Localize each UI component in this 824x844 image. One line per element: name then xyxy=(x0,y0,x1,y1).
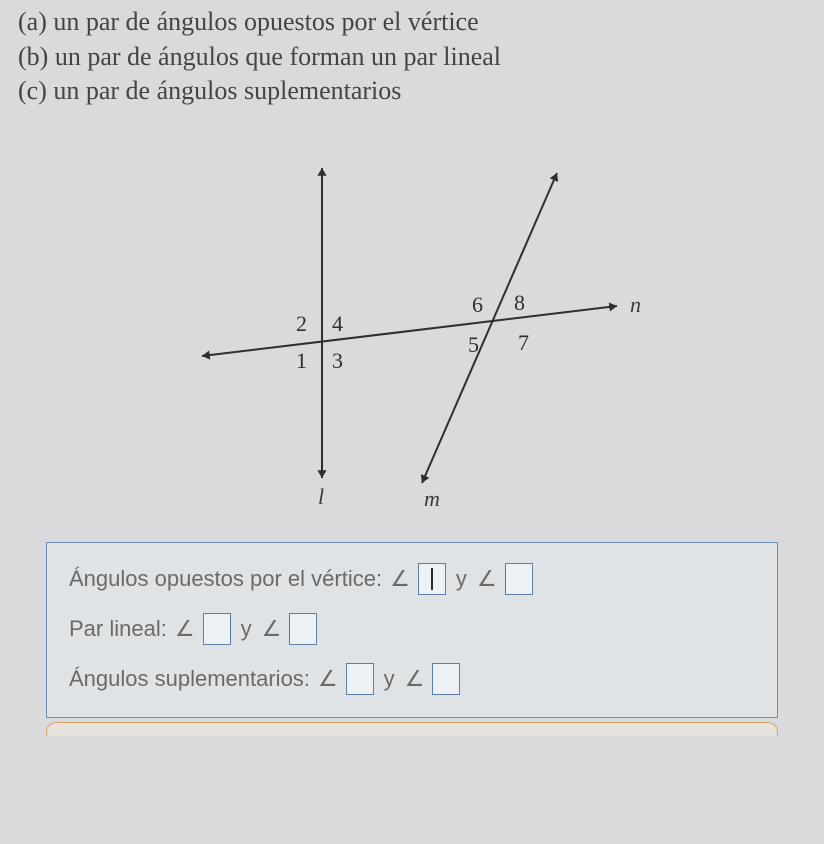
vertical-angle-2-input[interactable] xyxy=(505,563,533,595)
angle-symbol-icon: ∠ xyxy=(175,616,195,642)
answer-supp-label: Ángulos suplementarios: xyxy=(69,666,310,692)
svg-text:3: 3 xyxy=(332,348,343,373)
angle-symbol-icon: ∠ xyxy=(390,566,410,592)
question-b: (b) un par de ángulos que forman un par … xyxy=(18,41,806,74)
answer-linear-label: Par lineal: xyxy=(69,616,167,642)
separator-y: y xyxy=(239,616,254,642)
svg-text:8: 8 xyxy=(514,290,525,315)
angle-symbol-icon: ∠ xyxy=(477,566,497,592)
angle-symbol-icon: ∠ xyxy=(405,666,425,692)
supp-angle-1-input[interactable] xyxy=(346,663,374,695)
question-list: (a) un par de ángulos opuestos por el vé… xyxy=(18,6,806,108)
supp-angle-2-input[interactable] xyxy=(432,663,460,695)
angle-symbol-icon: ∠ xyxy=(318,666,338,692)
svg-text:1: 1 xyxy=(296,348,307,373)
svg-text:n: n xyxy=(630,292,641,317)
question-c: (c) un par de ángulos suplementarios xyxy=(18,75,806,108)
svg-text:l: l xyxy=(318,484,324,509)
answer-linear-row: Par lineal: ∠ y ∠ xyxy=(69,613,755,645)
angle-diagram: 12345678nlm xyxy=(172,138,652,518)
answer-box: Ángulos opuestos por el vértice: ∠ y ∠ P… xyxy=(46,542,778,718)
linear-angle-2-input[interactable] xyxy=(289,613,317,645)
answer-vertical-label: Ángulos opuestos por el vértice: xyxy=(69,566,382,592)
svg-text:2: 2 xyxy=(296,311,307,336)
svg-text:5: 5 xyxy=(468,332,479,357)
linear-angle-1-input[interactable] xyxy=(203,613,231,645)
question-a: (a) un par de ángulos opuestos por el vé… xyxy=(18,6,806,39)
answer-supp-row: Ángulos suplementarios: ∠ y ∠ xyxy=(69,663,755,695)
separator-y: y xyxy=(382,666,397,692)
svg-text:7: 7 xyxy=(518,330,529,355)
svg-text:4: 4 xyxy=(332,311,343,336)
separator-y: y xyxy=(454,566,469,592)
vertical-angle-1-input[interactable] xyxy=(418,563,446,595)
svg-text:m: m xyxy=(424,486,440,511)
answer-vertical-row: Ángulos opuestos por el vértice: ∠ y ∠ xyxy=(69,563,755,595)
angle-symbol-icon: ∠ xyxy=(262,616,282,642)
svg-text:6: 6 xyxy=(472,292,483,317)
bottom-strip xyxy=(46,722,778,736)
